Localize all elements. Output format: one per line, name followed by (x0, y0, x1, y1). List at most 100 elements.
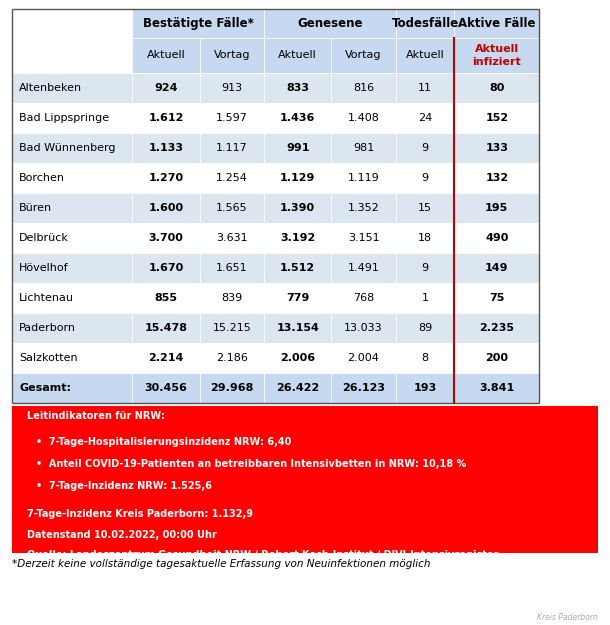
Text: 1.133: 1.133 (148, 143, 184, 153)
Bar (12, 133, 132, 163)
Text: 132: 132 (485, 173, 508, 183)
Text: 193: 193 (414, 383, 437, 393)
Bar (396, 9, 454, 38)
Bar (132, 9, 264, 38)
Text: Borchen: Borchen (20, 173, 65, 183)
Text: 1.352: 1.352 (348, 203, 379, 213)
Text: 816: 816 (353, 83, 374, 93)
Text: 24: 24 (418, 113, 432, 123)
Text: 75: 75 (489, 293, 504, 303)
Text: 1.670: 1.670 (148, 263, 184, 273)
Text: Altenbeken: Altenbeken (20, 83, 82, 93)
Bar (331, 223, 396, 253)
Text: Kreis Paderborn: Kreis Paderborn (537, 613, 598, 622)
Bar (264, 373, 331, 403)
Text: 1.117: 1.117 (216, 143, 248, 153)
Text: 3.192: 3.192 (280, 233, 315, 243)
Bar (396, 73, 454, 103)
Text: 13.154: 13.154 (276, 323, 319, 333)
Bar (264, 193, 331, 223)
Bar (331, 163, 396, 193)
Text: 1.408: 1.408 (348, 113, 379, 123)
Bar (199, 193, 264, 223)
Text: 924: 924 (154, 83, 178, 93)
Text: *Derzeit keine vollständige tagesaktuelle Erfassung von Neuinfektionen möglich: *Derzeit keine vollständige tagesaktuell… (12, 559, 431, 569)
Bar (454, 193, 539, 223)
Text: Todesfälle: Todesfälle (392, 17, 459, 30)
Text: Quelle: Landeszentrum Gesundheit NRW / Robert Koch-Institut / DIVI-Intensivregis: Quelle: Landeszentrum Gesundheit NRW / R… (27, 550, 498, 560)
Text: 3.631: 3.631 (216, 233, 248, 243)
Text: •  Anteil COVID-19-Patienten an betreibbaren Intensivbetten in NRW: 10,18 %: • Anteil COVID-19-Patienten an betreibba… (35, 459, 466, 469)
Bar (12, 9, 132, 38)
Bar (454, 38, 539, 73)
Bar (264, 73, 331, 103)
Bar (454, 343, 539, 373)
Bar (199, 73, 264, 103)
Text: 13.033: 13.033 (344, 323, 383, 333)
Text: Aktive Fälle: Aktive Fälle (458, 17, 536, 30)
Text: 855: 855 (154, 293, 178, 303)
Text: 30.456: 30.456 (145, 383, 187, 393)
Bar (199, 103, 264, 133)
Text: 26.123: 26.123 (342, 383, 385, 393)
Text: 3.151: 3.151 (348, 233, 379, 243)
Bar (264, 223, 331, 253)
Text: 1.254: 1.254 (216, 173, 248, 183)
Bar (264, 283, 331, 313)
Bar (199, 253, 264, 283)
Bar (199, 133, 264, 163)
Bar (12, 253, 132, 283)
Bar (132, 103, 199, 133)
Text: Gesamt:: Gesamt: (20, 383, 71, 393)
Text: 1.565: 1.565 (216, 203, 248, 213)
Bar (12, 38, 132, 73)
Bar (199, 373, 264, 403)
Text: 15: 15 (418, 203, 432, 213)
Text: 11: 11 (418, 83, 432, 93)
Text: Salzkotten: Salzkotten (20, 353, 78, 363)
Text: 1: 1 (422, 293, 429, 303)
Text: 913: 913 (221, 83, 242, 93)
Text: 1.436: 1.436 (280, 113, 315, 123)
Text: 89: 89 (418, 323, 432, 333)
Bar (396, 343, 454, 373)
Bar (199, 313, 264, 343)
Bar (199, 38, 264, 73)
Text: 1.512: 1.512 (280, 263, 315, 273)
Text: •  7-Tage-Inzidenz NRW: 1.525,6: • 7-Tage-Inzidenz NRW: 1.525,6 (35, 481, 212, 491)
Text: Vortag: Vortag (345, 51, 382, 61)
Bar (132, 223, 199, 253)
Text: 779: 779 (286, 293, 309, 303)
Bar (454, 163, 539, 193)
Bar (454, 73, 539, 103)
Bar (396, 253, 454, 283)
Bar (454, 253, 539, 283)
Text: 1.612: 1.612 (148, 113, 184, 123)
Bar (132, 73, 199, 103)
Text: 9: 9 (422, 143, 429, 153)
Bar (132, 313, 199, 343)
Text: 1.651: 1.651 (216, 263, 248, 273)
Text: 981: 981 (353, 143, 374, 153)
Text: 2.186: 2.186 (216, 353, 248, 363)
Bar (132, 193, 199, 223)
Text: 8: 8 (422, 353, 429, 363)
Bar (199, 283, 264, 313)
Text: 152: 152 (485, 113, 508, 123)
Bar (331, 73, 396, 103)
Text: 200: 200 (486, 353, 508, 363)
Text: 149: 149 (485, 263, 509, 273)
Text: 7-Tage-Inzidenz Kreis Paderborn: 1.132,9: 7-Tage-Inzidenz Kreis Paderborn: 1.132,9 (27, 509, 253, 519)
Bar (12, 223, 132, 253)
Bar (12, 73, 132, 103)
Text: 9: 9 (422, 173, 429, 183)
Bar (454, 313, 539, 343)
Bar (264, 103, 331, 133)
Bar (396, 103, 454, 133)
Text: 15.478: 15.478 (145, 323, 187, 333)
Bar (396, 193, 454, 223)
Text: 3.841: 3.841 (479, 383, 514, 393)
Bar (454, 373, 539, 403)
Text: Paderborn: Paderborn (20, 323, 76, 333)
Text: Aktuell: Aktuell (406, 51, 445, 61)
